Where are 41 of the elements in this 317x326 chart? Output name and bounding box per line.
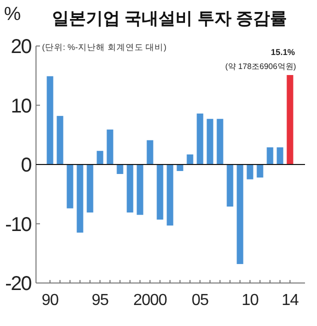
bar (146, 140, 154, 164)
bar (56, 116, 64, 164)
y-tick-label: 0 (20, 154, 32, 176)
bar (116, 164, 124, 174)
bar (276, 147, 284, 164)
x-tick-label: 05 (192, 292, 209, 309)
bar (246, 164, 254, 180)
chart-subtitle: (단위: %-지난해 회계연도 대비) (42, 42, 167, 52)
bar (206, 118, 214, 164)
y-axis-title: % (4, 4, 21, 25)
bar (76, 164, 84, 233)
bar (236, 164, 244, 264)
x-tick-label: 95 (92, 292, 109, 309)
bar (226, 164, 234, 207)
bar (136, 164, 144, 215)
y-tick-label: 10 (10, 95, 32, 118)
bar (216, 118, 224, 164)
bar (186, 154, 194, 164)
bar (286, 75, 294, 164)
annotation: (약 178조6906억원) (225, 62, 296, 72)
chart-title: 일본기업 국내설비 투자 증감률 (52, 9, 288, 28)
bar (86, 164, 94, 212)
bar (176, 164, 184, 172)
x-tick-label: 14 (282, 292, 299, 309)
y-tick-label: -10 (5, 214, 32, 236)
bar (166, 164, 174, 226)
bar (106, 130, 114, 164)
bar (266, 147, 274, 164)
y-tick-label: -20 (5, 273, 32, 295)
bar (196, 114, 204, 164)
annotation: 15.1% (270, 47, 296, 58)
bar (126, 164, 134, 212)
bar (256, 164, 264, 178)
x-tick-label: 10 (242, 292, 259, 309)
bar (46, 76, 54, 164)
bar (96, 150, 104, 164)
y-tick-label: 20 (10, 36, 32, 58)
bar (156, 164, 164, 220)
x-tick-label: 2000 (133, 292, 168, 309)
x-tick-label: 90 (42, 292, 59, 309)
bar (66, 164, 74, 208)
